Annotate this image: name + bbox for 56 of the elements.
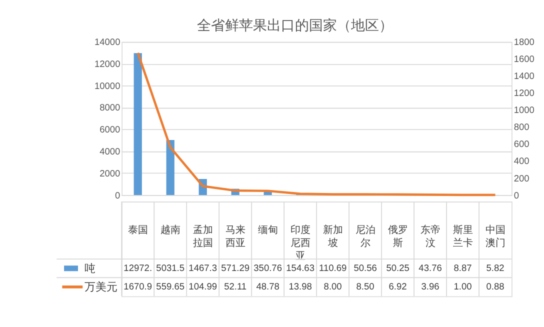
data-label: 8.50 <box>356 282 374 292</box>
x-tick-label: 孟加拉国 <box>192 224 213 250</box>
y2-tick-label: 1600 <box>514 54 534 64</box>
data-label: 104.99 <box>188 282 218 292</box>
x-tick-label: 中国澳门 <box>485 224 506 250</box>
data-label: 8.00 <box>324 282 342 292</box>
data-label: 50.56 <box>354 263 377 274</box>
data-label: 50.25 <box>386 263 410 274</box>
x-tick-label: 尼泊尔 <box>355 224 376 250</box>
y-tick-label: 6000 <box>100 124 120 135</box>
x-tick-label: 新加坡 <box>322 224 343 250</box>
y-tick-label: 4000 <box>100 146 120 157</box>
y2-tick-label: 1000 <box>514 105 534 116</box>
data-label: 48.78 <box>256 282 280 292</box>
data-label: 13.98 <box>288 282 312 292</box>
x-tick-label: 斯里兰卡 <box>452 224 473 250</box>
data-label: 3.96 <box>421 282 440 292</box>
x-tick-label: 俄罗斯 <box>388 224 408 250</box>
data-label: 110.69 <box>318 263 347 274</box>
data-label: 1467.3 <box>188 263 218 274</box>
y2-tick-label: 200 <box>514 173 530 184</box>
x-tick-label: 越南 <box>160 224 180 236</box>
x-tick-label: 缅甸 <box>258 224 278 236</box>
data-label: 154.63 <box>286 263 314 274</box>
data-label: 5.82 <box>486 263 504 274</box>
y2-tick-label: 1800 <box>514 37 534 48</box>
legend-label: 万美元 <box>84 280 118 294</box>
y-tick-label: 8000 <box>100 102 120 113</box>
data-label: 571.29 <box>221 263 250 274</box>
data-label: 1.00 <box>454 282 472 292</box>
data-label: 5031.5 <box>156 263 185 274</box>
data-label: 1670.9 <box>124 282 152 292</box>
data-label: 52.11 <box>224 282 247 292</box>
y-tick-label: 2000 <box>100 168 120 178</box>
chart-title: 全省鲜苹果出口的国家（地区） <box>197 17 394 34</box>
legend-label: 吨 <box>84 262 96 276</box>
x-tick-label: 泰国 <box>128 225 148 236</box>
x-tick-label: 东帝汶 <box>420 224 440 250</box>
y2-tick-label: 0 <box>514 190 519 200</box>
y-tick-label: 10000 <box>94 80 120 91</box>
data-label: 350.76 <box>254 263 282 274</box>
data-label: 8.87 <box>454 263 472 274</box>
data-label: 559.65 <box>156 282 185 292</box>
y-tick-label: 0 <box>115 190 120 200</box>
y2-tick-label: 800 <box>514 122 530 132</box>
y2-tick-label: 400 <box>514 156 530 166</box>
y2-tick-label: 1200 <box>514 88 534 98</box>
data-label: 12972. <box>124 263 152 274</box>
y-tick-label: 14000 <box>94 37 120 48</box>
y-tick-label: 12000 <box>94 58 120 69</box>
x-tick-label: 马来西亚 <box>225 224 246 250</box>
y2-tick-label: 600 <box>514 139 530 150</box>
data-label: 43.76 <box>418 263 442 274</box>
data-label: 0.88 <box>486 282 504 292</box>
y2-tick-label: 1400 <box>514 71 534 82</box>
data-label: 6.92 <box>388 282 407 292</box>
